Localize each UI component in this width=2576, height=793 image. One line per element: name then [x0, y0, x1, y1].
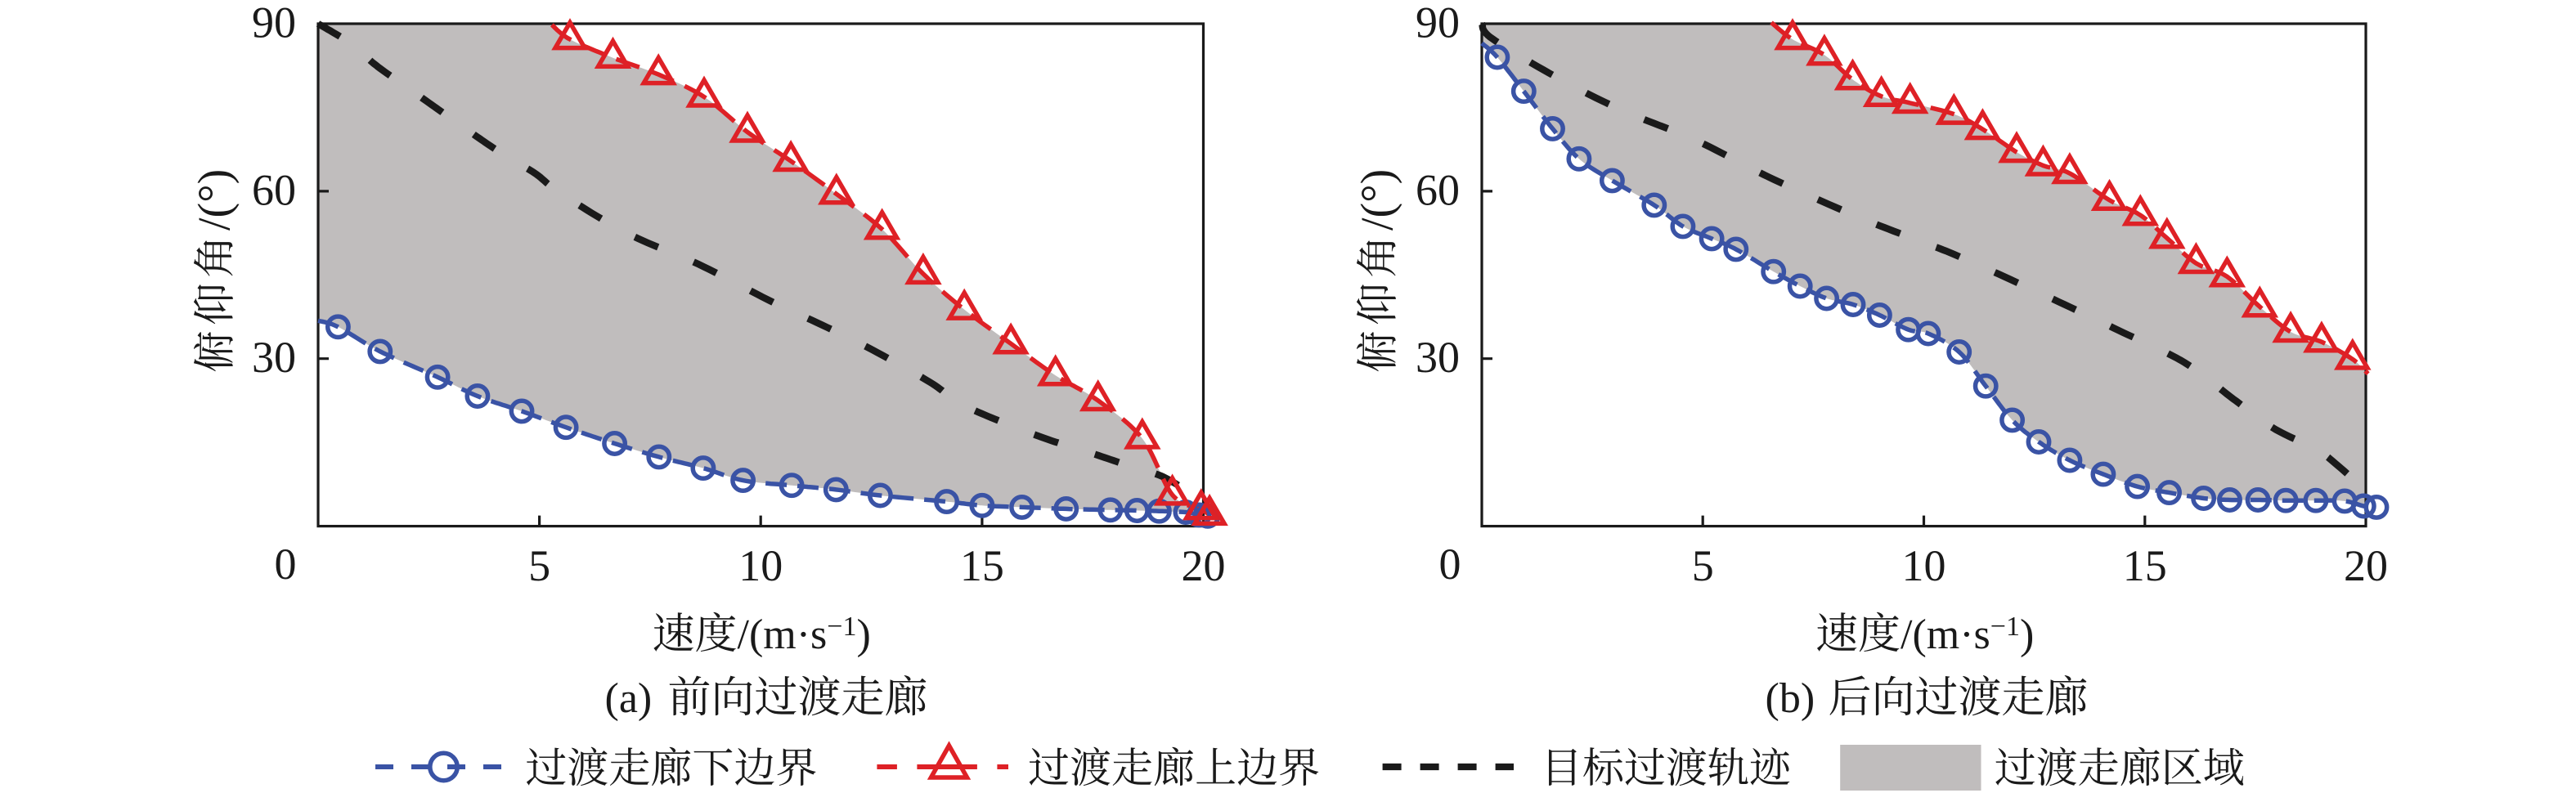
- svg-text:5: 5: [1692, 541, 1714, 590]
- svg-text:(a): (a): [605, 675, 653, 722]
- svg-text:20: 20: [2344, 541, 2388, 590]
- svg-text:/(°): /(°): [1353, 169, 1403, 231]
- svg-text:15: 15: [2123, 541, 2167, 590]
- svg-text:5: 5: [528, 541, 550, 590]
- svg-text:10: 10: [738, 541, 783, 590]
- svg-text:90: 90: [1416, 0, 1460, 47]
- svg-text:15: 15: [960, 541, 1004, 590]
- svg-text:20: 20: [1182, 541, 1226, 590]
- svg-text:10: 10: [1902, 541, 1946, 590]
- svg-text:/(m·s−1): /(m·s−1): [1901, 612, 2034, 658]
- svg-text:30: 30: [252, 333, 296, 382]
- svg-text:60: 60: [252, 165, 296, 214]
- svg-text:0: 0: [275, 540, 297, 589]
- svg-text:60: 60: [1416, 165, 1460, 214]
- svg-text:(b): (b): [1766, 675, 1815, 722]
- svg-text:0: 0: [1439, 540, 1461, 589]
- svg-text:/(°): /(°): [190, 169, 240, 231]
- svg-text:90: 90: [252, 0, 296, 47]
- svg-text:30: 30: [1416, 333, 1460, 382]
